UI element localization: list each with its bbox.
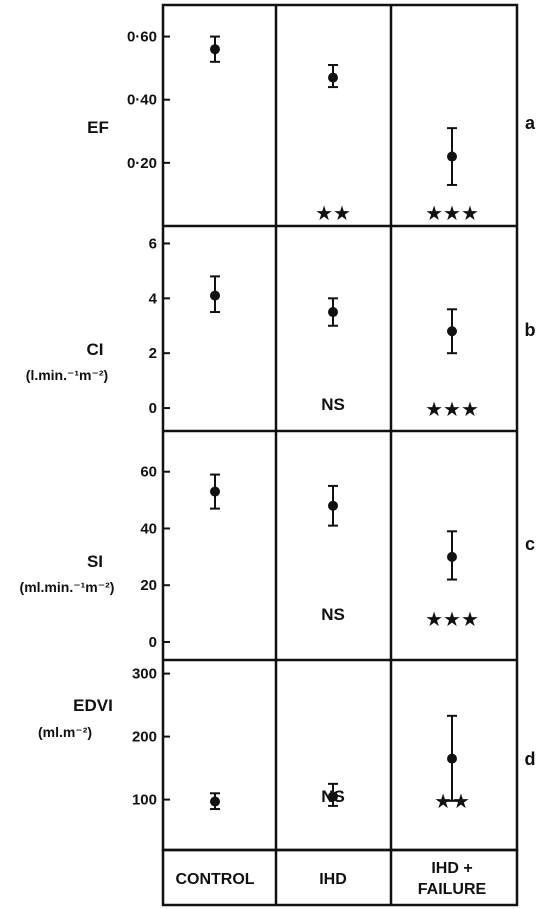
data-point-mean (328, 500, 338, 511)
y-axis-unit: (ml.m⁻²) (38, 724, 92, 740)
panel-b: 0 2 4 6 CI (l.min.⁻¹m⁻²) b NS ★★★ (26, 226, 536, 433)
y-axis-unit: (ml.min.⁻¹m⁻²) (20, 579, 115, 595)
y-tick-label: 6 (149, 235, 157, 252)
data-point-mean (210, 290, 220, 301)
significance-ns: NS (321, 787, 345, 806)
y-tick-label: 100 (132, 792, 157, 809)
category-label: IHD (319, 871, 347, 888)
category-label-line2: FAILURE (418, 881, 487, 898)
data-point-mean (210, 44, 220, 55)
data-point-mean (447, 151, 457, 162)
significance-ns: NS (321, 605, 345, 624)
panel-letter: d (525, 749, 536, 769)
category-label: IHD + (431, 860, 472, 877)
data-point-mean (328, 72, 338, 83)
significance-stars: ★★★ (425, 203, 479, 225)
significance-ns: NS (321, 395, 345, 414)
y-axis-label: EF (87, 118, 109, 137)
category-label: CONTROL (175, 871, 254, 888)
y-tick-label: 0 (149, 634, 157, 651)
data-point-mean (447, 753, 457, 764)
y-tick-label: 300 (132, 666, 157, 683)
y-tick-label: 4 (149, 290, 158, 307)
panel-letter: a (525, 113, 536, 133)
y-tick-label: 0 (149, 400, 157, 417)
plot-frame (161, 3, 519, 852)
y-tick-label: 0·20 (127, 155, 157, 172)
y-tick-label: 40 (140, 520, 157, 537)
data-point-mean (328, 307, 338, 318)
y-tick-label: 2 (149, 345, 157, 362)
y-tick-label: 0·60 (127, 29, 157, 46)
data-point-mean (210, 796, 220, 807)
panel-d: 100 200 300 EDVI (ml.m⁻²) d NS ★★ (38, 660, 536, 850)
data-point-mean (328, 791, 338, 802)
category-label-row: CONTROL IHD IHD + FAILURE (161, 848, 519, 907)
y-axis-unit: (l.min.⁻¹m⁻²) (26, 367, 108, 383)
y-axis-label: SI (87, 552, 103, 571)
category-row-frame (161, 848, 519, 907)
y-tick-label: 0·40 (127, 92, 157, 109)
significance-stars: ★★★ (425, 399, 479, 421)
significance-stars: ★★★ (425, 609, 479, 631)
significance-stars: ★★ (434, 791, 470, 813)
y-tick-label: 60 (140, 464, 157, 481)
y-axis-label: CI (87, 340, 104, 359)
y-tick-label: 20 (140, 577, 157, 594)
data-point-mean (447, 551, 457, 562)
panel-letter: c (525, 534, 535, 554)
panel-c: 0 20 40 60 SI (ml.min.⁻¹m⁻²) c NS ★★★ (20, 431, 535, 662)
y-tick-label: 200 (132, 729, 157, 746)
data-point-mean (210, 486, 220, 497)
significance-stars: ★★ (315, 203, 351, 225)
data-point-mean (447, 326, 457, 337)
y-axis-label: EDVI (73, 696, 113, 715)
panel-letter: b (525, 320, 536, 340)
